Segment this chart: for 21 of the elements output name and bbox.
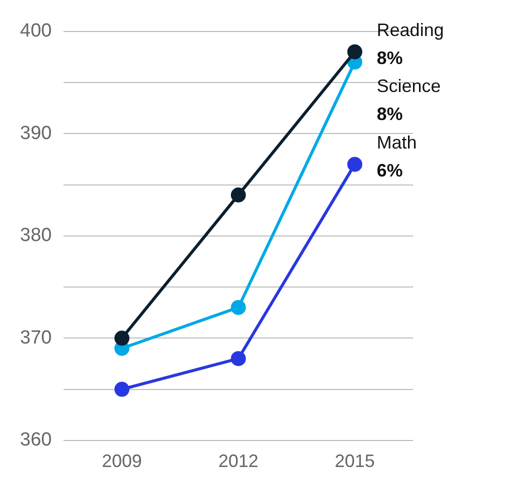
series-label: Reading <box>376 20 444 40</box>
x-tick-label: 2012 <box>218 451 258 472</box>
annotation: 8% <box>376 104 403 124</box>
y-tick-label: 400 <box>20 20 52 42</box>
x-tick-label: 2015 <box>334 451 375 472</box>
point <box>347 156 362 172</box>
y-tick-label: 390 <box>20 122 52 144</box>
annotation: 6% <box>376 160 403 180</box>
point <box>230 300 246 315</box>
point <box>230 188 246 202</box>
point <box>114 330 130 346</box>
series-label: Math <box>376 132 417 152</box>
point <box>114 382 130 397</box>
point <box>230 351 246 366</box>
annotation: 8% <box>376 48 403 68</box>
x-tick-label: 2009 <box>102 451 142 472</box>
y-tick-label: 380 <box>20 225 52 246</box>
series-label: Science <box>376 76 441 96</box>
y-tick-label: 360 <box>20 430 52 451</box>
y-tick-label: 370 <box>20 327 52 348</box>
point <box>347 44 362 60</box>
